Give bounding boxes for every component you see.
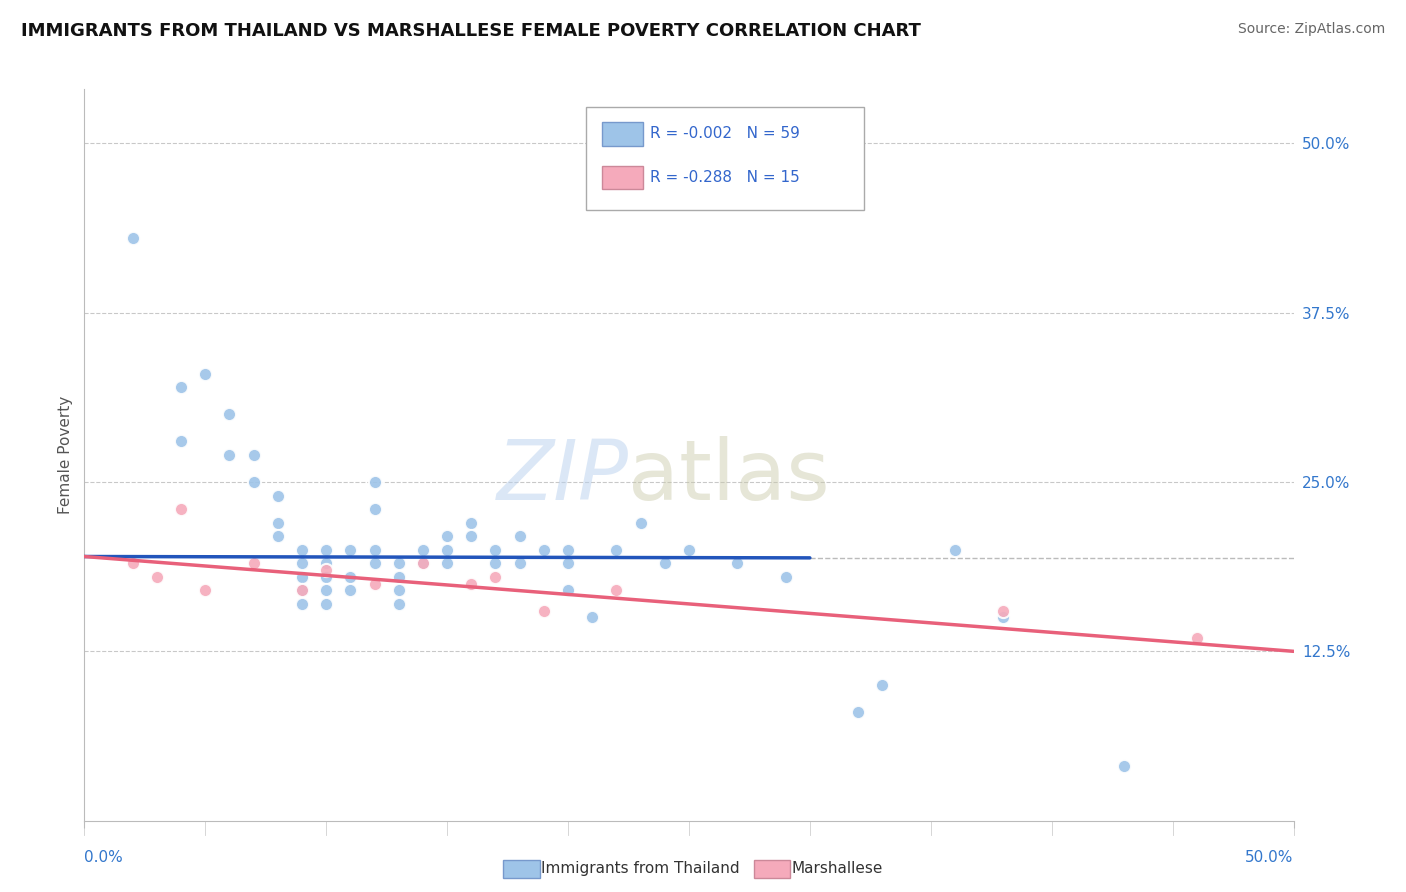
- Point: [242, 448, 264, 462]
- Point: [218, 407, 240, 421]
- Point: [388, 597, 411, 611]
- Point: [121, 556, 143, 570]
- Point: [146, 570, 169, 584]
- Text: Marshallese: Marshallese: [792, 862, 883, 876]
- Point: [605, 542, 627, 557]
- Y-axis label: Female Poverty: Female Poverty: [58, 396, 73, 514]
- Point: [121, 231, 143, 245]
- Point: [557, 583, 579, 598]
- Text: R = -0.288   N = 15: R = -0.288 N = 15: [650, 170, 800, 186]
- Point: [630, 516, 652, 530]
- Point: [943, 542, 966, 557]
- Text: 0.0%: 0.0%: [84, 850, 124, 865]
- Point: [242, 475, 264, 489]
- Point: [678, 542, 700, 557]
- Point: [436, 529, 458, 543]
- Point: [557, 542, 579, 557]
- Point: [267, 529, 290, 543]
- Point: [412, 556, 434, 570]
- Point: [412, 542, 434, 557]
- Point: [363, 542, 385, 557]
- Text: IMMIGRANTS FROM THAILAND VS MARSHALLESE FEMALE POVERTY CORRELATION CHART: IMMIGRANTS FROM THAILAND VS MARSHALLESE …: [21, 22, 921, 40]
- Point: [460, 529, 482, 543]
- FancyBboxPatch shape: [602, 166, 643, 189]
- Point: [315, 570, 337, 584]
- Text: ZIP: ZIP: [496, 436, 628, 517]
- Point: [291, 597, 314, 611]
- Point: [339, 570, 361, 584]
- Point: [363, 576, 385, 591]
- Text: Source: ZipAtlas.com: Source: ZipAtlas.com: [1237, 22, 1385, 37]
- Point: [267, 516, 290, 530]
- Point: [484, 570, 506, 584]
- Point: [291, 542, 314, 557]
- Point: [170, 434, 193, 449]
- Point: [194, 367, 217, 381]
- Point: [363, 475, 385, 489]
- Point: [315, 597, 337, 611]
- Point: [267, 489, 290, 503]
- Point: [846, 706, 869, 720]
- Point: [388, 570, 411, 584]
- Point: [533, 604, 555, 618]
- Point: [315, 542, 337, 557]
- Point: [218, 448, 240, 462]
- Point: [339, 583, 361, 598]
- Point: [363, 556, 385, 570]
- Point: [170, 502, 193, 516]
- Point: [1114, 759, 1136, 773]
- Point: [993, 604, 1015, 618]
- Point: [170, 380, 193, 394]
- Point: [388, 556, 411, 570]
- Text: R = -0.002   N = 59: R = -0.002 N = 59: [650, 127, 800, 141]
- Point: [533, 542, 555, 557]
- Point: [315, 563, 337, 577]
- Point: [194, 583, 217, 598]
- Point: [291, 583, 314, 598]
- Point: [872, 678, 894, 692]
- Text: atlas: atlas: [628, 436, 830, 517]
- Point: [315, 556, 337, 570]
- Point: [484, 556, 506, 570]
- Point: [460, 516, 482, 530]
- Point: [412, 556, 434, 570]
- Point: [484, 542, 506, 557]
- Point: [460, 576, 482, 591]
- Point: [315, 583, 337, 598]
- Text: Immigrants from Thailand: Immigrants from Thailand: [541, 862, 740, 876]
- Point: [775, 570, 797, 584]
- Point: [654, 556, 676, 570]
- Point: [509, 529, 531, 543]
- Point: [605, 583, 627, 598]
- Point: [581, 610, 603, 624]
- Point: [557, 556, 579, 570]
- Point: [291, 570, 314, 584]
- Point: [1185, 631, 1208, 645]
- FancyBboxPatch shape: [586, 108, 865, 210]
- Text: 50.0%: 50.0%: [1246, 850, 1294, 865]
- Point: [339, 542, 361, 557]
- Point: [436, 542, 458, 557]
- Point: [291, 556, 314, 570]
- Point: [725, 556, 748, 570]
- Point: [436, 556, 458, 570]
- Point: [993, 610, 1015, 624]
- Point: [388, 583, 411, 598]
- Point: [291, 583, 314, 598]
- FancyBboxPatch shape: [602, 122, 643, 145]
- Point: [242, 556, 264, 570]
- Point: [509, 556, 531, 570]
- Point: [363, 502, 385, 516]
